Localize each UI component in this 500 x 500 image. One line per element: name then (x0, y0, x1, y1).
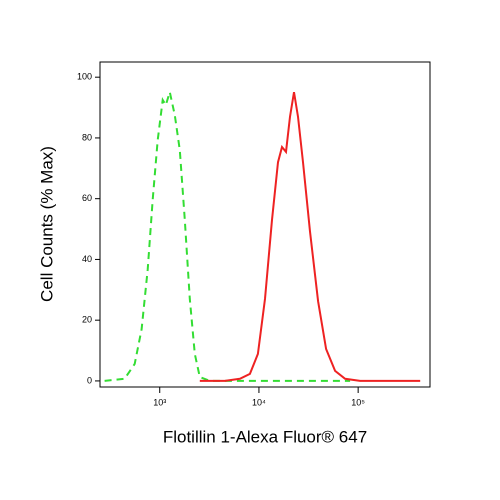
x-tick-label: 10³ (153, 397, 166, 407)
x-tick-label: 10⁴ (252, 397, 266, 407)
y-axis-title: Cell Counts (% Max) (37, 146, 56, 302)
x-axis-title: Flotillin 1-Alexa Fluor® 647 (163, 427, 367, 446)
plot-frame (99, 61, 431, 388)
y-tick-label: 100 (77, 72, 92, 82)
series-line (199, 91, 421, 382)
x-tick-label: 10⁵ (351, 397, 365, 407)
y-tick-label: 20 (82, 315, 92, 325)
y-tick-label: 60 (82, 193, 92, 203)
y-tick-label: 40 (82, 254, 92, 264)
series-line (104, 88, 351, 382)
y-tick-label: 0 (87, 375, 92, 385)
y-tick-label: 80 (82, 132, 92, 142)
